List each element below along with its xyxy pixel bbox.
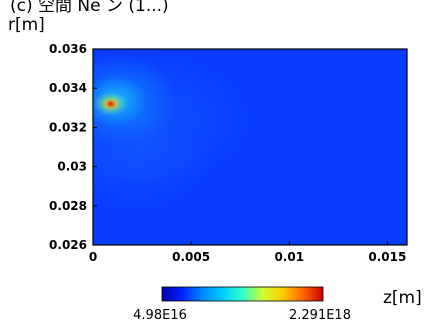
x-axis-label: z[m] bbox=[383, 288, 422, 308]
y-axis-label: r[m] bbox=[8, 15, 45, 35]
y-tick-label: 0.032 bbox=[49, 120, 87, 134]
y-tick-label: 0.036 bbox=[49, 42, 87, 56]
heatmap-field bbox=[93, 49, 407, 245]
x-tick-label: 0.005 bbox=[172, 250, 210, 264]
y-tick-label: 0.034 bbox=[49, 81, 87, 95]
y-tick-label: 0.03 bbox=[57, 160, 87, 174]
plot-frame bbox=[92, 48, 408, 246]
y-tick-label: 0.026 bbox=[49, 238, 87, 252]
hotspot-core bbox=[105, 99, 116, 108]
colorbar-max-label: 2.291E18 bbox=[289, 308, 351, 323]
colorbar-min-label: 4.98E16 bbox=[133, 308, 187, 323]
y-tick-label: 0.028 bbox=[49, 199, 87, 213]
y-axis: 0.026 0.028 0.03 0.032 0.034 0.036 bbox=[49, 42, 97, 252]
x-tick-label: 0.01 bbox=[274, 250, 304, 264]
x-tick-label: 0 bbox=[89, 250, 97, 264]
colorbar bbox=[161, 286, 324, 302]
x-axis: 0 0.005 0.01 0.015 bbox=[89, 241, 406, 264]
x-tick-label: 0.015 bbox=[368, 250, 406, 264]
figure-caption: (c) 空間 Ne ン (1...) bbox=[10, 0, 169, 16]
